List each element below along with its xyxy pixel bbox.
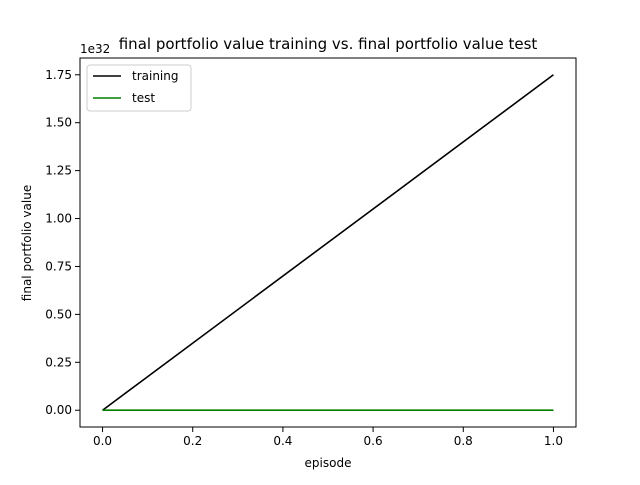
y-axis-ticks: 0.00 0.25 0.50 0.75 1.00 1.25 1.50 1.75 bbox=[45, 68, 80, 417]
y-tick-label: 1.75 bbox=[45, 68, 72, 82]
axes-frame bbox=[79, 57, 577, 428]
x-tick-label: 0.8 bbox=[454, 434, 473, 448]
chart-title: final portfolio value training vs. final… bbox=[119, 35, 538, 53]
y-tick-label: 0.50 bbox=[45, 307, 72, 321]
y-tick-label: 0.00 bbox=[45, 403, 72, 417]
x-axis-label: episode bbox=[305, 456, 352, 470]
legend-label-training: training bbox=[132, 69, 179, 83]
x-tick-label: 0.0 bbox=[93, 434, 112, 448]
y-tick-label: 1.50 bbox=[45, 116, 72, 130]
legend-items: training test bbox=[93, 69, 179, 105]
x-axis-ticks: 0.0 0.2 0.4 0.6 0.8 1.0 bbox=[93, 427, 563, 448]
y-axis-label: final portfolio value bbox=[20, 185, 34, 301]
legend: training test bbox=[86, 64, 192, 112]
y-tick-label: 0.75 bbox=[45, 259, 72, 273]
x-tick-label: 1.0 bbox=[544, 434, 563, 448]
y-tick-label: 1.00 bbox=[45, 212, 72, 226]
y-tick-label: 1.25 bbox=[45, 164, 72, 178]
y-tick-label: 0.25 bbox=[45, 355, 72, 369]
series-layer bbox=[102, 74, 554, 412]
series-line-training bbox=[102, 74, 554, 411]
legend-label-test: test bbox=[132, 91, 155, 105]
x-tick-label: 0.4 bbox=[273, 434, 292, 448]
x-tick-label: 0.6 bbox=[364, 434, 383, 448]
y-offset-label: 1e32 bbox=[80, 42, 110, 56]
x-tick-label: 0.2 bbox=[183, 434, 202, 448]
